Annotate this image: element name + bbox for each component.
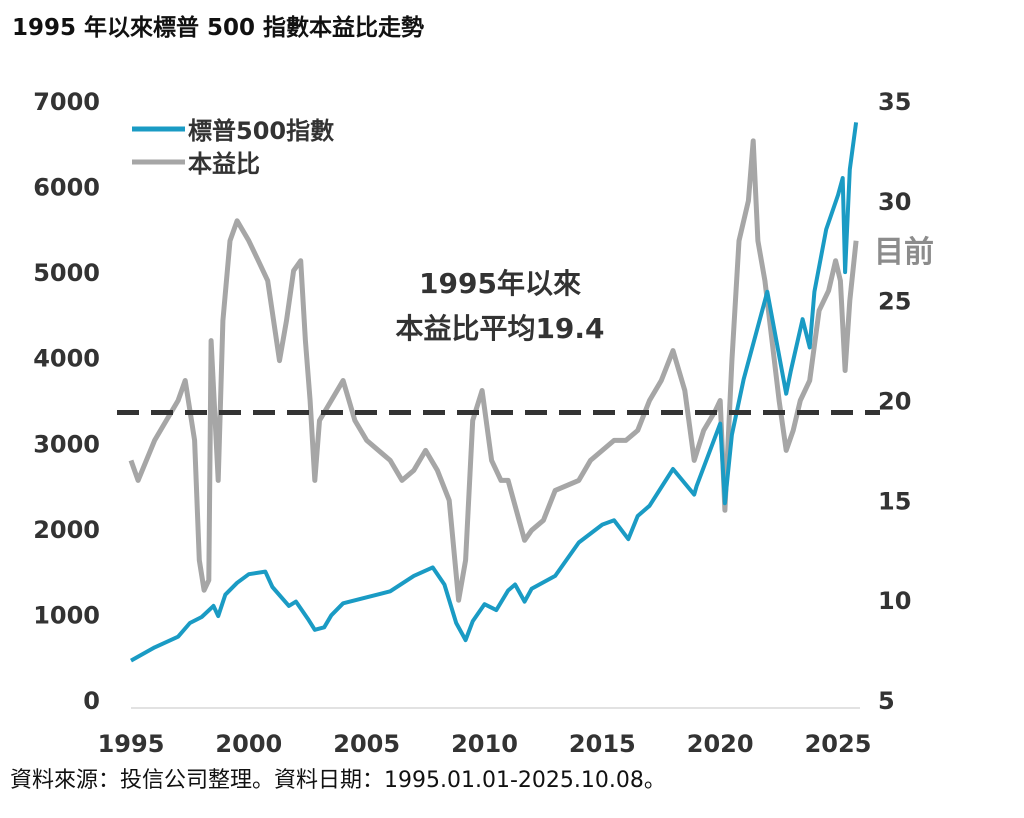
average-annotation-line1: 1995年以來 (419, 267, 581, 300)
y-right-tick-label: 10 (878, 587, 911, 615)
pe-ratio-line (128, 138, 859, 603)
y-right-tick-label: 25 (878, 288, 911, 316)
y-left-tick-label: 6000 (33, 174, 100, 202)
y-right-tick-label: 5 (878, 687, 895, 715)
y-left-tick-label: 3000 (33, 430, 100, 458)
sp500-line (130, 122, 859, 663)
y-left-tick-label: 4000 (33, 345, 100, 373)
legend: 標普500指數 本益比 (132, 117, 334, 178)
current-annotation: 目前 (874, 235, 934, 270)
x-tick-label: 2020 (687, 730, 754, 758)
legend-label-pe: 本益比 (188, 150, 260, 178)
x-tick-label: 1995 (98, 730, 165, 758)
x-tick-label: 2000 (215, 730, 282, 758)
x-tick-label: 2025 (805, 730, 872, 758)
chart-title: 1995 年以來標普 500 指數本益比走勢 (12, 15, 425, 41)
y-right-tick-label: 20 (878, 388, 911, 416)
y-left-tick-label: 1000 (33, 601, 100, 629)
legend-label-sp500: 標普500指數 (188, 117, 334, 145)
x-tick-label: 2005 (333, 730, 400, 758)
source-note: 資料來源：投信公司整理。資料日期：1995.01.01-2025.10.08。 (10, 768, 666, 793)
y-right-tick-label: 30 (878, 188, 911, 216)
average-annotation-line2: 本益比平均19.4 (395, 312, 604, 345)
x-tick-label: 2015 (569, 730, 636, 758)
y-left-tick-label: 0 (83, 687, 100, 715)
y-right-tick-label: 35 (878, 88, 911, 116)
y-left-tick-label: 5000 (33, 259, 100, 287)
y-left-tick-label: 7000 (33, 88, 100, 116)
y-right-tick-label: 15 (878, 487, 911, 515)
y-left-tick-label: 2000 (33, 516, 100, 544)
x-tick-label: 2010 (451, 730, 518, 758)
